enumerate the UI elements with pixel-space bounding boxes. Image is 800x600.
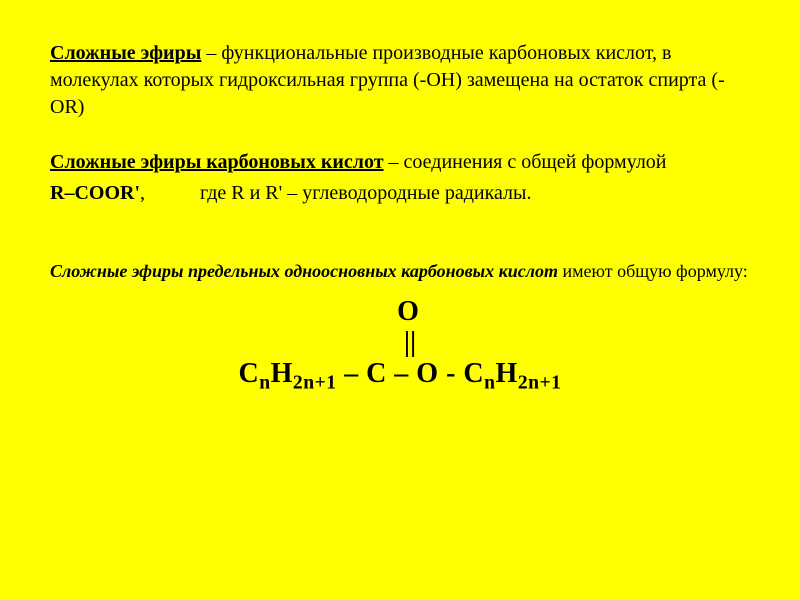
definition-1-text: Сложные эфиры – функциональные производн… (50, 40, 750, 121)
formula-main-row: CnH2n+1 – C – O - CnH2n+1 (50, 359, 750, 394)
oxygen-atom: O (58, 297, 758, 328)
general-formula: R–COOR' (50, 182, 140, 204)
saturated-text: Сложные эфиры предельных одноосновных ка… (50, 259, 750, 283)
definition-2-line1: Сложные эфиры карбоновых кислот – соедин… (50, 149, 750, 176)
saturated-title: Сложные эфиры предельных одноосновных ка… (50, 261, 558, 281)
sub-2n1-right: 2n+1 (518, 372, 562, 393)
center-chain: – C – O - (337, 358, 464, 389)
double-bond-symbol: || (404, 328, 416, 359)
n-left: n (259, 372, 270, 393)
double-bond-row: || (50, 328, 750, 359)
sub-2n1-left: 2n+1 (293, 372, 337, 393)
n-right: n (484, 372, 495, 393)
formula-comma: , (140, 182, 145, 204)
saturated-tail: имеют общую формулу: (558, 261, 748, 281)
definition-1: Сложные эфиры – функциональные производн… (50, 40, 750, 121)
definition-2-line2: R–COOR', где R и R' – углеводородные ради… (50, 180, 750, 207)
term-esters: Сложные эфиры (50, 42, 201, 64)
c-right: C (463, 358, 484, 389)
radical-note: где R и R' – углеводородные радикалы. (200, 182, 531, 204)
saturated-block: Сложные эфиры предельных одноосновных ка… (50, 259, 750, 283)
structural-formula: O || CnH2n+1 – C – O - CnH2n+1 (50, 297, 750, 394)
definition-2-body: – соединения с общей формулой (384, 151, 667, 173)
term-esters-carboxylic: Сложные эфиры карбоновых кислот (50, 151, 384, 173)
h-left: H (271, 358, 293, 389)
h-right: H (496, 358, 518, 389)
definition-2: Сложные эфиры карбоновых кислот – соедин… (50, 149, 750, 207)
c-left: C (239, 358, 260, 389)
